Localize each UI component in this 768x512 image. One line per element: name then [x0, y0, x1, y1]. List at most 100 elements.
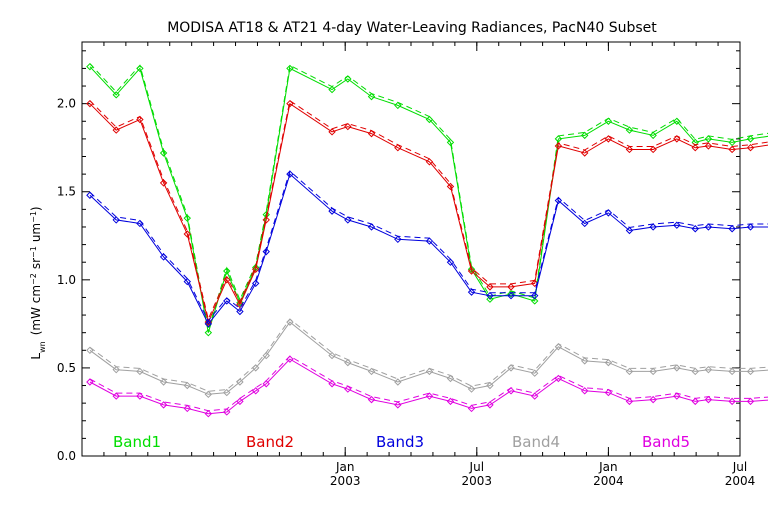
data-point: [367, 129, 376, 138]
data-point: [649, 145, 657, 154]
data-point: [262, 380, 270, 388]
data-point: [581, 357, 589, 365]
data-point: [394, 235, 402, 244]
data-point: [252, 364, 260, 372]
data-point: [344, 75, 352, 83]
data-point: [554, 196, 563, 205]
data-point: [554, 135, 563, 143]
data-point: [328, 207, 336, 215]
data-point: [704, 223, 713, 231]
series-layer: [86, 62, 768, 418]
x-tick-month: Jan: [335, 460, 355, 474]
data-point: [394, 101, 402, 110]
x-tick-year: 2004: [725, 474, 756, 488]
y-tick-label: 0.0: [57, 449, 76, 463]
data-point: [746, 143, 755, 152]
data-point: [236, 378, 244, 386]
data-point: [673, 117, 681, 125]
data-point: [625, 145, 634, 154]
series-band4: [86, 318, 768, 399]
data-point: [673, 392, 681, 400]
data-point: [446, 138, 455, 147]
data-point: [691, 225, 699, 233]
series-line-dashed: [89, 318, 768, 392]
data-point: [554, 343, 563, 351]
data-point: [204, 410, 213, 418]
data-point: [507, 291, 515, 300]
data-point: [328, 85, 336, 94]
data-point: [252, 265, 260, 273]
x-tick-month: Jul: [732, 460, 747, 474]
data-point: [486, 295, 494, 303]
data-point: [159, 149, 168, 157]
data-point: [286, 355, 294, 363]
series-band1: [86, 62, 768, 337]
data-point: [691, 138, 699, 147]
plot-frame: [81, 41, 741, 457]
data-point: [446, 397, 455, 406]
data-point: [554, 374, 563, 383]
data-point: [691, 367, 699, 376]
data-point: [507, 387, 515, 395]
data-point: [86, 378, 94, 386]
data-point: [425, 115, 434, 124]
data-point: [746, 397, 755, 406]
data-point: [625, 397, 634, 406]
data-point: [728, 367, 736, 376]
series-line-dashed: [89, 170, 768, 322]
data-point: [252, 279, 260, 288]
data-point: [467, 385, 476, 393]
data-point: [604, 358, 613, 367]
legend-band2: Band2: [246, 433, 294, 451]
series-line: [89, 102, 768, 324]
data-point: [136, 392, 144, 400]
y-axis-label: Lwn(mW cm−2sr−1um−1): [29, 206, 47, 359]
x-tick-month: Jul: [469, 460, 484, 474]
data-point: [223, 408, 231, 416]
x-tick-year: 2003: [330, 474, 361, 488]
data-point: [223, 297, 231, 305]
y-tick-label: 1.0: [57, 273, 76, 287]
series-band2: [86, 99, 768, 326]
data-point: [183, 404, 191, 413]
y-tick-label: 1.5: [57, 185, 76, 199]
data-point: [425, 392, 434, 400]
data-point: [286, 318, 294, 326]
data-point: [625, 367, 634, 376]
data-point: [581, 131, 589, 140]
axes: 0.00.51.01.52.0Jan2003Jul2003Jan2004Jul2…: [57, 41, 756, 488]
series-line-dashed: [89, 63, 768, 330]
data-point: [344, 122, 352, 131]
data-point: [204, 390, 213, 399]
data-point: [367, 395, 376, 404]
data-point: [86, 346, 94, 355]
data-point: [394, 143, 402, 152]
series-line-dashed: [89, 99, 768, 321]
data-point: [728, 397, 736, 406]
data-point: [367, 92, 376, 101]
data-point: [223, 267, 231, 275]
data-point: [625, 126, 634, 134]
data-point: [467, 267, 476, 275]
data-point: [159, 378, 168, 386]
data-point: [136, 219, 144, 228]
data-point: [394, 401, 402, 409]
data-point: [112, 216, 120, 224]
data-point: [328, 380, 336, 388]
data-point: [112, 126, 120, 134]
data-point: [673, 364, 681, 372]
data-point: [425, 367, 434, 376]
data-point: [112, 365, 120, 374]
data-point: [328, 351, 336, 360]
data-point: [704, 395, 713, 404]
data-point: [86, 191, 94, 199]
data-point: [286, 170, 294, 178]
data-point: [86, 99, 94, 108]
data-point: [691, 397, 699, 406]
data-point: [183, 214, 191, 222]
x-tick-year: 2004: [593, 474, 624, 488]
series-line: [89, 173, 768, 325]
data-point: [486, 291, 494, 300]
data-point: [554, 142, 563, 150]
data-point: [236, 300, 244, 309]
